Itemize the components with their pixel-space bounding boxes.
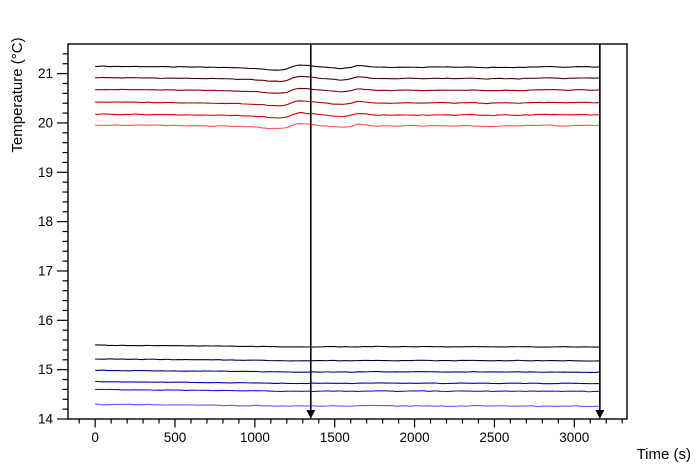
event-marker-arrowhead-1	[306, 410, 316, 419]
x-axis-tick-label: 3000	[559, 430, 589, 445]
x-axis-tick-label: 2500	[479, 430, 509, 445]
y-axis-tick-label: 19	[38, 165, 53, 180]
series-line-T11	[95, 388, 600, 393]
y-axis-tick-label: 20	[38, 115, 53, 130]
x-axis-tick-label: 500	[164, 430, 187, 445]
y-axis-tick-label: 17	[38, 263, 53, 278]
series-line-T01	[95, 64, 600, 71]
series-line-T09	[95, 369, 600, 373]
series-line-T02	[95, 75, 600, 83]
x-axis-tick-label: 0	[91, 430, 99, 445]
series-line-T08	[95, 358, 600, 362]
series-line-T06	[95, 123, 600, 130]
y-axis-tick-label: 14	[38, 412, 54, 427]
series-line-T03	[95, 87, 600, 94]
plot-frame	[67, 43, 628, 420]
y-axis-tick-label: 21	[38, 66, 53, 81]
y-axis-title: Temperature (°C)	[9, 37, 26, 152]
event-marker-arrowhead-2	[595, 410, 605, 419]
plot-area: 0 500 1000 1500 2000 2500 3000 14 15 16 17 18 19 20 21	[38, 43, 628, 445]
series-line-T05	[95, 112, 600, 119]
y-axis-tick-label: 16	[38, 313, 53, 328]
y-axis-tick-label: 15	[38, 362, 53, 377]
series-line-T10	[95, 380, 600, 385]
x-axis-title: Time (s)	[637, 446, 691, 463]
series-line-T07	[95, 344, 600, 348]
x-axis-tick-label: 2000	[400, 430, 430, 445]
series-line-T12	[95, 403, 600, 408]
x-axis-tick-label: 1000	[240, 430, 270, 445]
y-axis-tick-label: 18	[38, 214, 53, 229]
series-line-T04	[95, 100, 600, 107]
x-axis-tick-label: 1500	[320, 430, 350, 445]
